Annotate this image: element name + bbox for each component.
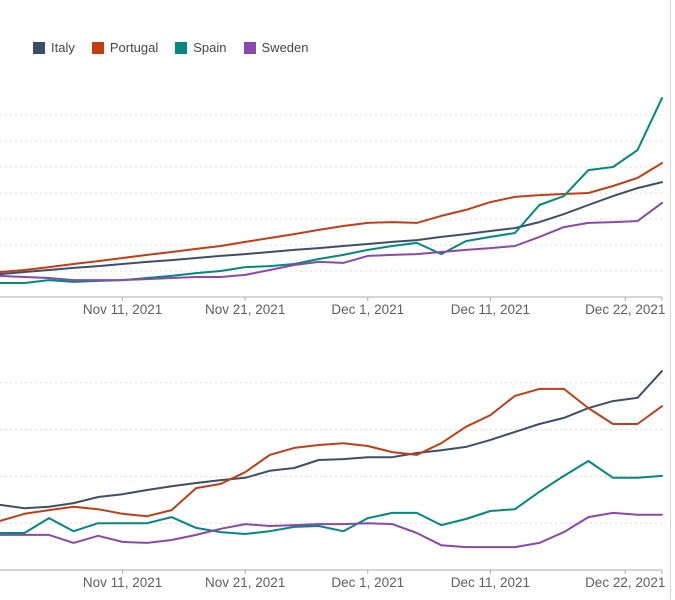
line-spain[interactable] (0, 97, 663, 284)
x-axis-label: Nov 21, 2021 (205, 575, 285, 590)
x-axis-label: Dec 22, 2021 (585, 302, 665, 317)
x-axis-label: Dec 1, 2021 (331, 302, 404, 317)
legend-item-spain[interactable]: Spain (175, 40, 227, 55)
legend-swatch-spain (175, 42, 188, 54)
x-axis-label: Dec 22, 2021 (585, 575, 665, 590)
legend-item-portugal[interactable]: Portugal (91, 40, 159, 55)
legend-item-italy[interactable]: Italy (33, 41, 75, 55)
line-sweden[interactable] (0, 511, 663, 549)
legend-label-italy: Italy (51, 40, 75, 55)
line-italy[interactable] (0, 370, 663, 510)
legend-item-sweden[interactable]: Sweden (243, 40, 309, 55)
line-spain[interactable] (0, 460, 663, 535)
line-italy[interactable] (0, 181, 663, 276)
x-axis-label: Nov 21, 2021 (205, 302, 285, 317)
legend-swatch-italy (33, 42, 45, 54)
container-right-border (670, 0, 671, 600)
legend-label-portugal: Portugal (109, 40, 159, 55)
chart-legend: Italy Portugal Spain Sweden (33, 41, 309, 55)
bottom-line-chart: Nov 11, 2021 Nov 21, 2021 Dec 1, 2021 Dec 1… (0, 370, 665, 590)
legend-label-spain: Spain (193, 40, 227, 55)
x-axis-label: Dec 11, 2021 (451, 575, 530, 590)
line-portugal[interactable] (0, 387, 663, 522)
legend-swatch-sweden (243, 42, 256, 54)
x-axis-label: Dec 11, 2021 (451, 302, 530, 317)
legend-label-sweden: Sweden (261, 40, 309, 55)
x-axis-label: Nov 11, 2021 (83, 575, 162, 590)
top-line-chart: Nov 11, 2021 Nov 21, 2021 Dec 1, 2021 Dec 1… (0, 97, 665, 317)
line-portugal[interactable] (0, 162, 663, 273)
x-axis-label: Nov 11, 2021 (83, 302, 162, 317)
line-sweden[interactable] (0, 201, 663, 282)
legend-swatch-portugal (91, 42, 104, 54)
x-axis-label: Dec 1, 2021 (331, 575, 404, 590)
